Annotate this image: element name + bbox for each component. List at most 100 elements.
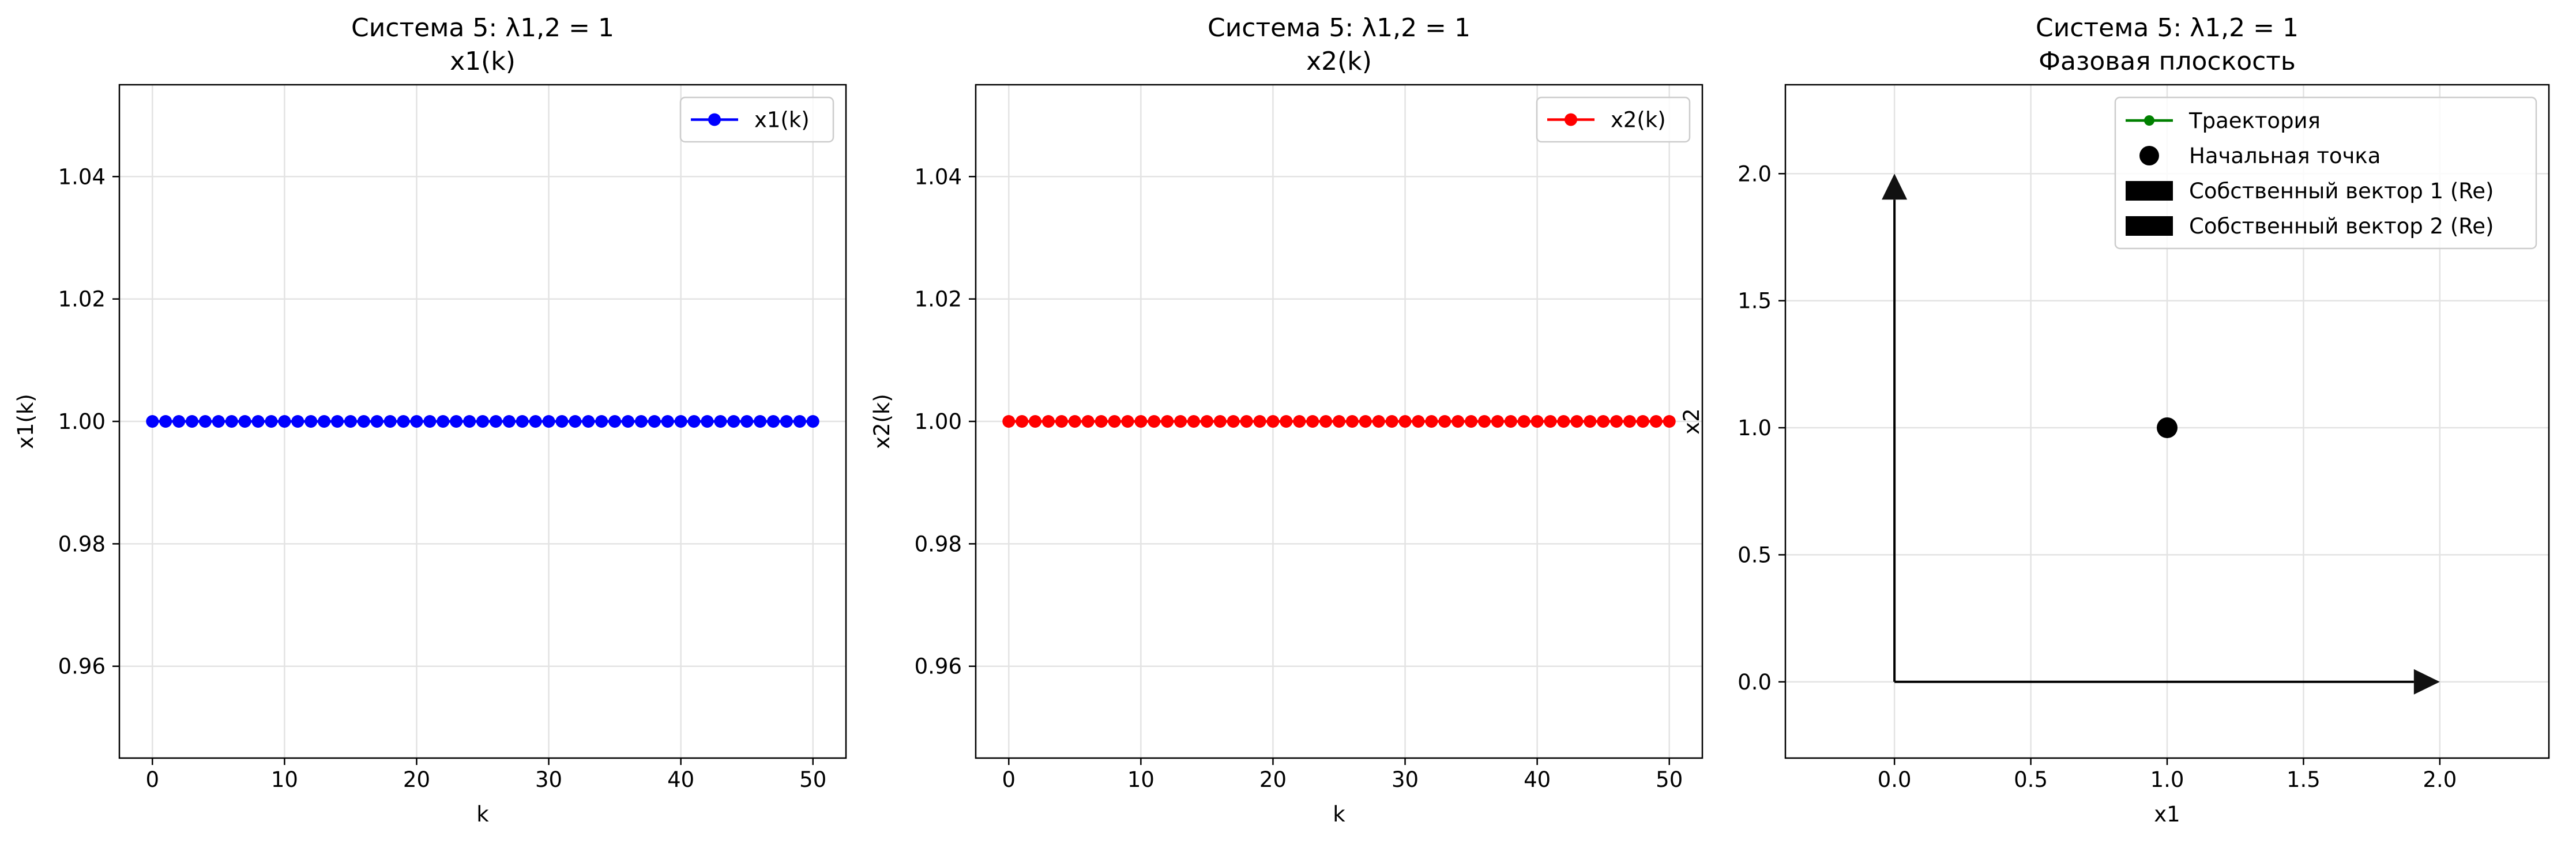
data-point	[383, 415, 397, 428]
data-point	[502, 415, 516, 428]
data-point	[437, 415, 450, 428]
y-tick-label: 1.00	[915, 409, 962, 434]
data-point	[476, 415, 489, 428]
data-point	[1095, 415, 1108, 428]
legend-box	[679, 96, 834, 143]
data-point	[687, 415, 701, 428]
data-point	[1002, 415, 1016, 428]
data-point	[1544, 415, 1557, 428]
x-tick-label: 40	[667, 767, 694, 792]
eigenvector-1-head	[2413, 669, 2440, 695]
data-point	[172, 415, 186, 428]
x-tick-label: 30	[535, 767, 562, 792]
data-point	[238, 415, 251, 428]
data-point	[397, 415, 410, 428]
legend-marker	[708, 113, 721, 126]
data-point	[1068, 415, 1081, 428]
data-point	[701, 415, 714, 428]
data-point	[291, 415, 304, 428]
data-point	[793, 415, 806, 428]
chart-panel-3: 0.0 0.5 1.0 1.5 2.0 0.0 0.5 1.0 1.5 2.0 Система 5:…	[1679, 13, 2550, 827]
data-point	[278, 415, 291, 428]
data-point	[331, 415, 344, 428]
data-point	[463, 415, 476, 428]
data-point	[1134, 415, 1148, 428]
data-point	[674, 415, 687, 428]
data-point	[225, 415, 238, 428]
data-point	[251, 415, 265, 428]
data-point	[1280, 415, 1293, 428]
data-point	[1016, 415, 1029, 428]
data-point	[1148, 415, 1161, 428]
data-point	[529, 415, 542, 428]
data-point	[1584, 415, 1597, 428]
data-point	[1081, 415, 1095, 428]
x-tick-label: 50	[799, 767, 826, 792]
plot-area	[1002, 415, 1676, 428]
x-tick-label: 0	[1002, 767, 1016, 792]
data-point	[1319, 415, 1333, 428]
data-point	[1412, 415, 1425, 428]
legend-vector-swatch	[2126, 181, 2173, 201]
data-point	[159, 415, 172, 428]
data-point	[727, 415, 740, 428]
start-point	[2157, 417, 2178, 439]
data-point	[1649, 415, 1663, 428]
data-point	[622, 415, 634, 428]
data-point	[740, 415, 754, 428]
y-tick-label: 0.96	[915, 654, 962, 679]
chart-subtitle: x1(k)	[450, 47, 516, 76]
x-tick-label: 1.0	[2150, 767, 2184, 792]
data-point	[1385, 415, 1398, 428]
data-point	[304, 415, 318, 428]
data-point	[318, 415, 331, 428]
data-point	[634, 415, 648, 428]
data-point	[1438, 415, 1451, 428]
chart-panel-2: 0 10 20 30 40 50 0.96 0.98 1.00 1.02 1.04 Система 5…	[870, 13, 1703, 827]
data-point	[1200, 415, 1213, 428]
data-point	[608, 415, 622, 428]
legend-label: Траектория	[2188, 108, 2321, 133]
data-point	[1663, 415, 1676, 428]
legend-marker	[1565, 113, 1577, 126]
data-point	[357, 415, 370, 428]
legend-label: x1(k)	[754, 108, 810, 133]
chart-title: Система 5: λ1,2 = 1	[1208, 13, 1471, 43]
data-point	[1042, 415, 1055, 428]
x-tick-label: 0	[145, 767, 159, 792]
y-tick-label: 0.0	[1738, 670, 1772, 695]
x-tick-label: 10	[271, 767, 298, 792]
legend-label: x2(k)	[1611, 108, 1666, 133]
data-point	[1266, 415, 1280, 428]
y-tick-label: 0.5	[1738, 542, 1772, 567]
legend-label: Собственный вектор 1 (Re)	[2189, 179, 2494, 203]
y-tick-label: 2.0	[1738, 161, 1772, 186]
x-tick-label: 0.0	[1878, 767, 1912, 792]
data-point	[1240, 415, 1253, 428]
chart-title: Система 5: λ1,2 = 1	[351, 13, 614, 43]
data-point	[780, 415, 793, 428]
data-point	[1121, 415, 1134, 428]
y-axis-label: x2	[1679, 408, 1704, 434]
x-tick-label: 10	[1127, 767, 1155, 792]
data-point	[595, 415, 608, 428]
data-point	[212, 415, 225, 428]
data-point	[1570, 415, 1584, 428]
y-tick-label: 0.96	[58, 654, 106, 679]
y-tick-label: 0.98	[58, 532, 106, 556]
chart-subtitle: x2(k)	[1306, 47, 1372, 76]
legend-trajectory-marker	[2144, 115, 2154, 126]
data-point	[1372, 415, 1385, 428]
data-point	[806, 415, 819, 428]
data-point	[1610, 415, 1623, 428]
data-point	[1161, 415, 1174, 428]
data-point	[1465, 415, 1478, 428]
data-point	[1504, 415, 1517, 428]
y-tick-label: 1.0	[1738, 416, 1772, 440]
legend-vector-swatch	[2126, 216, 2173, 236]
y-tick-label: 0.98	[915, 532, 962, 556]
legend-label: Начальная точка	[2189, 144, 2381, 168]
y-axis-label: x2(k)	[870, 394, 894, 449]
x-tick-label: 2.0	[2423, 767, 2457, 792]
